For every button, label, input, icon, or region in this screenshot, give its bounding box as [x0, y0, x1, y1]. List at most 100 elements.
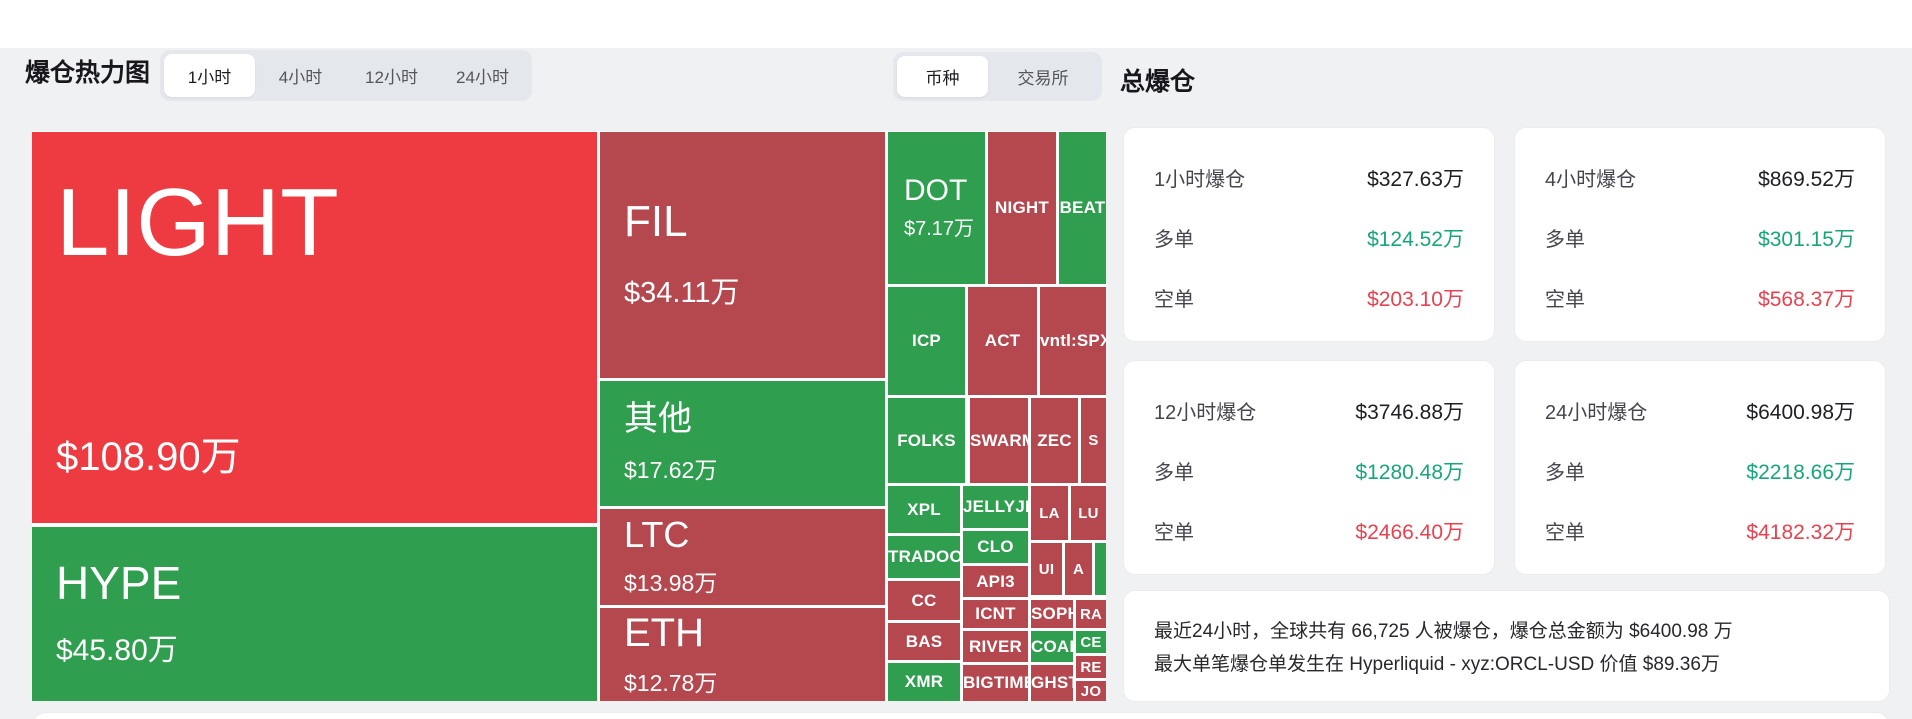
treemap-cell-CC[interactable]: CC	[888, 581, 960, 620]
stat-long-label: 多单	[1545, 462, 1585, 484]
treemap-cell-CE[interactable]: CE	[1076, 631, 1106, 653]
cell-symbol: JO	[1080, 682, 1102, 700]
treemap-cell-BEAT[interactable]: BEAT	[1059, 132, 1106, 284]
cell-symbol: 其他	[624, 399, 692, 438]
treemap-cell-RIVER[interactable]: RIVER	[963, 631, 1028, 662]
treemap-cell-LTC[interactable]: LTC $13.98万	[600, 509, 885, 605]
next-panel-edge	[32, 712, 1890, 719]
treemap-cell-TRADOOR[interactable]: TRADOOR	[888, 536, 960, 578]
cell-symbol: UI	[1038, 560, 1055, 578]
tab-24h[interactable]: 24小时	[456, 68, 509, 87]
cell-symbol: NIGHT	[995, 198, 1049, 217]
treemap-cell-SOPH[interactable]: SOPH	[1031, 600, 1073, 628]
cell-symbol: HYPE	[56, 556, 182, 609]
treemap-cell-SWARMS[interactable]: SWARMS	[970, 398, 1028, 483]
stat-card-12h: 12小时爆仓 $3746.88万 多单 $1280.48万 空单 $2466.4…	[1123, 360, 1495, 575]
cell-symbol: CC	[911, 590, 937, 610]
cell-symbol: BAS	[905, 631, 943, 651]
treemap-cell-CLO[interactable]: CLO	[963, 531, 1028, 563]
toggle-exchange[interactable]: 交易所	[1017, 69, 1069, 88]
time-range-tabs: 1小时 4小时 12小时 24小时	[160, 50, 532, 101]
cell-symbol: XMR	[904, 672, 944, 691]
stat-total-value: $327.63万	[1367, 167, 1464, 191]
stat-short-label: 空单	[1545, 289, 1585, 311]
cell-value: $17.62万	[624, 457, 718, 484]
cell-symbol: A	[1072, 560, 1085, 578]
treemap-cell-HYPE[interactable]: HYPE $45.80万	[32, 527, 597, 701]
treemap-cell-其他[interactable]: 其他 $17.62万	[600, 381, 885, 506]
tab-12h[interactable]: 12小时	[365, 68, 418, 87]
treemap-cell-JELLYJELLY[interactable]: JELLYJELLY	[963, 486, 1028, 528]
stat-short-label: 空单	[1154, 522, 1194, 544]
treemap-cell-BIGTIME[interactable]: BIGTIME	[963, 665, 1028, 701]
cell-symbol: LTC	[624, 514, 690, 556]
cell-symbol: RIVER	[969, 636, 1022, 656]
treemap-cell-NIGHT[interactable]: NIGHT	[988, 132, 1056, 284]
treemap-cell-FIL[interactable]: FIL $34.11万	[600, 132, 885, 378]
tab-4h[interactable]: 4小时	[278, 68, 323, 87]
stat-short-value: $568.37万	[1758, 287, 1855, 311]
cell-symbol: GHST	[1031, 673, 1073, 692]
cell-value: $7.17万	[904, 218, 975, 241]
treemap-cell-RA[interactable]: RA	[1076, 600, 1106, 628]
cell-symbol: LIGHT	[56, 169, 339, 277]
treemap-cell-LA[interactable]: LA	[1031, 486, 1068, 540]
cell-symbol: FIL	[624, 196, 688, 246]
treemap-cell-XPL[interactable]: XPL	[888, 486, 960, 533]
tab-1h[interactable]: 1小时	[164, 54, 255, 97]
cell-value: $45.80万	[56, 634, 178, 668]
stat-card-4h: 4小时爆仓 $869.52万 多单 $301.15万 空单 $568.37万	[1514, 127, 1886, 342]
treemap-cell-BAS[interactable]: BAS	[888, 623, 960, 660]
treemap-cell-GHST[interactable]: GHST	[1031, 665, 1073, 701]
cell-symbol: LU	[1078, 504, 1099, 522]
stat-period-label: 12小时爆仓	[1154, 402, 1257, 424]
cell-symbol: vntl:SPX	[1040, 331, 1106, 350]
page-title: 爆仓热力图	[25, 59, 151, 87]
treemap-cell-ETH[interactable]: ETH $12.78万	[600, 608, 885, 701]
cell-value: $13.98万	[624, 569, 718, 596]
treemap-cell-COAI[interactable]: COAI	[1031, 631, 1073, 662]
stat-short-value: $203.10万	[1367, 287, 1464, 311]
treemap-cell-API3[interactable]: API3	[963, 566, 1028, 597]
cell-value: $12.78万	[624, 669, 718, 696]
cell-symbol: JELLYJELLY	[963, 497, 1028, 516]
treemap-cell-RE[interactable]: RE	[1076, 656, 1106, 678]
stat-long-label: 多单	[1154, 229, 1194, 251]
cell-symbol: BEAT	[1059, 198, 1106, 217]
stat-card-1h: 1小时爆仓 $327.63万 多单 $124.52万 空单 $203.10万	[1123, 127, 1495, 342]
cell-symbol: S	[1088, 432, 1099, 449]
treemap-cell-LIGHT[interactable]: LIGHT $108.90万	[32, 132, 597, 523]
stat-period-label: 24小时爆仓	[1545, 402, 1648, 424]
treemap-cell-JO[interactable]: JO	[1076, 681, 1106, 701]
cell-symbol: FOLKS	[897, 430, 956, 450]
treemap-cell-ZEC[interactable]: ZEC	[1031, 398, 1078, 483]
treemap-cell-S[interactable]: S	[1081, 398, 1106, 483]
treemap-cell-XMR[interactable]: XMR	[888, 663, 960, 701]
cell-symbol: ICNT	[975, 604, 1016, 623]
stat-long-label: 多单	[1154, 462, 1194, 484]
stat-total-value: $6400.98万	[1746, 400, 1855, 424]
cell-symbol: LA	[1039, 504, 1060, 522]
cell-symbol: BIGTIME	[963, 673, 1028, 692]
treemap-cell-LU[interactable]: LU	[1071, 486, 1106, 540]
treemap-cell-DOT[interactable]: DOT $7.17万	[888, 132, 985, 284]
treemap-cell-ICNT[interactable]: ICNT	[963, 600, 1028, 628]
cell-symbol: RA	[1079, 605, 1103, 623]
liquidation-summary: 最近24小时，全球共有 66,725 人被爆仓，爆仓总金额为 $6400.98 …	[1123, 590, 1890, 702]
treemap-cell-ACT[interactable]: ACT	[968, 287, 1037, 395]
cell-symbol: API3	[976, 571, 1015, 591]
stat-short-label: 空单	[1154, 289, 1194, 311]
treemap-cell-vntl:SPX[interactable]: vntl:SPX	[1040, 287, 1106, 395]
stat-short-label: 空单	[1545, 522, 1585, 544]
stat-long-value: $1280.48万	[1355, 460, 1464, 484]
cell-symbol: RE	[1080, 658, 1102, 676]
cell-symbol: SWARMS	[970, 430, 1028, 450]
cell-symbol: ICP	[912, 331, 941, 350]
stat-long-value: $2218.66万	[1746, 460, 1855, 484]
treemap-cell-FOLKS[interactable]: FOLKS	[888, 398, 965, 483]
toggle-coin[interactable]: 币种	[897, 56, 988, 97]
summary-line-2: 最大单笔爆仓单发生在 Hyperliquid - xyz:ORCL-USD 价值…	[1154, 654, 1720, 675]
treemap-cell-ICP[interactable]: ICP	[888, 287, 965, 395]
treemap-cell-A[interactable]: A	[1065, 543, 1092, 595]
treemap-cell-UI[interactable]: UI	[1031, 543, 1062, 595]
